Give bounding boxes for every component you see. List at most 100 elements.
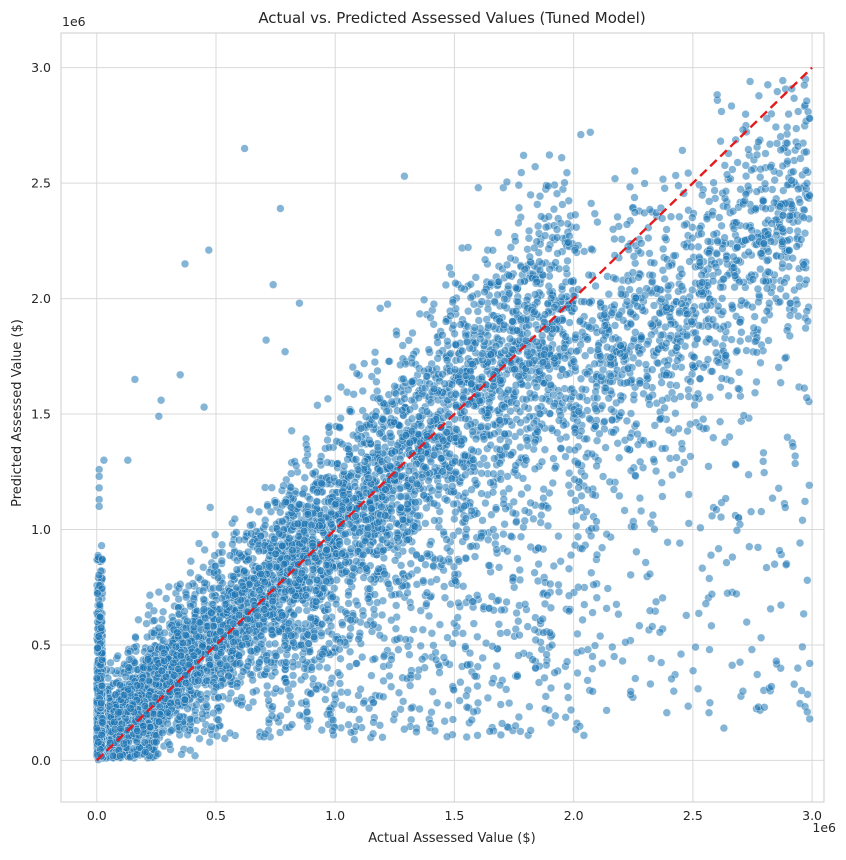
scatter-point <box>301 474 309 482</box>
scatter-point <box>257 532 265 540</box>
scatter-point <box>249 676 257 684</box>
scatter-point <box>527 499 535 507</box>
scatter-point <box>500 321 508 329</box>
scatter-point <box>376 395 384 403</box>
scatter-point <box>358 448 366 456</box>
scatter-point <box>230 638 238 646</box>
scatter-point <box>452 391 460 399</box>
scatter-point <box>378 503 386 511</box>
scatter-point <box>268 626 276 634</box>
scatter-point <box>114 652 122 660</box>
scatter-point <box>278 612 286 620</box>
scatter-point <box>562 371 570 379</box>
scatter-point <box>292 462 300 470</box>
scatter-point <box>485 398 493 406</box>
scatter-point <box>371 358 379 366</box>
scatter-point <box>553 429 561 437</box>
scatter-point <box>490 382 498 390</box>
scatter-point <box>428 487 436 495</box>
scatter-point <box>537 213 545 221</box>
scatter-point <box>373 378 381 386</box>
scatter-point <box>238 701 246 709</box>
scatter-point <box>235 611 243 619</box>
scatter-point <box>510 498 518 506</box>
scatter-point <box>214 574 222 582</box>
scatter-point <box>206 738 214 746</box>
scatter-point <box>378 493 386 501</box>
scatter-point <box>383 407 391 415</box>
scatter-point <box>218 548 226 556</box>
scatter-point <box>404 589 412 597</box>
scatter-point <box>199 587 207 595</box>
scatter-point <box>452 468 460 476</box>
scatter-point <box>201 579 209 587</box>
scatter-point <box>478 469 486 477</box>
scatter-point <box>397 493 405 501</box>
scatter-point <box>364 524 372 532</box>
scatter-point <box>525 360 533 368</box>
scatter-point <box>562 453 570 461</box>
scatter-point <box>505 272 513 280</box>
scatter-point <box>541 446 549 454</box>
scatter-point <box>302 592 310 600</box>
scatter-point <box>553 234 561 242</box>
scatter-point <box>435 483 443 491</box>
scatter-point <box>229 573 237 581</box>
scatter-point <box>415 394 423 402</box>
scatter-point <box>447 312 455 320</box>
scatter-point <box>566 319 574 327</box>
scatter-point <box>391 382 399 390</box>
scatter-point <box>267 544 275 552</box>
scatter-point <box>235 536 243 544</box>
scatter-point <box>470 463 478 471</box>
scatter-point <box>260 606 268 614</box>
scatter-point <box>500 500 508 508</box>
scatter-point <box>269 597 277 605</box>
scatter-point <box>382 486 390 494</box>
scatter-point <box>554 250 562 258</box>
scatter-point <box>422 520 430 528</box>
scatter-point <box>565 197 573 205</box>
scatter-point <box>538 458 546 466</box>
scatter-point <box>551 464 559 472</box>
scatter-point <box>152 738 160 746</box>
scatter-point <box>290 611 298 619</box>
scatter-point <box>516 443 524 451</box>
scatter-point <box>427 399 435 407</box>
scatter-point <box>227 655 235 663</box>
scatter-point <box>376 467 384 475</box>
scatter-point <box>378 611 386 619</box>
scatter-point <box>439 331 447 339</box>
scatter-point <box>552 259 560 267</box>
scatter-point <box>472 435 480 443</box>
scatter-point <box>339 506 347 514</box>
scatter-point <box>388 501 396 509</box>
scatter-point <box>239 582 247 590</box>
scatter-point <box>268 484 276 492</box>
scatter-point <box>414 512 422 520</box>
scatter-point <box>517 316 525 324</box>
scatter-point <box>309 566 317 574</box>
scatter-point <box>355 529 363 537</box>
scatter-point <box>439 437 447 445</box>
scatter-point <box>531 291 539 299</box>
scatter-point <box>443 356 451 364</box>
scatter-point <box>287 484 295 492</box>
scatter-point <box>313 498 321 506</box>
scatter-point <box>512 307 520 315</box>
scatter-point <box>513 399 521 407</box>
scatter-point <box>443 544 451 552</box>
scatter-point <box>413 566 421 574</box>
scatter-point <box>442 281 450 289</box>
scatter-point <box>164 720 172 728</box>
scatter-point <box>565 469 573 477</box>
scatter-point <box>501 403 509 411</box>
scatter-point <box>536 410 544 418</box>
scatter-point <box>335 479 343 487</box>
scatter-point <box>379 415 387 423</box>
scatter-point <box>565 481 573 489</box>
scatter-point <box>187 569 195 577</box>
scatter-point <box>238 694 246 702</box>
scatter-point <box>158 616 166 624</box>
scatter-point <box>409 329 417 337</box>
